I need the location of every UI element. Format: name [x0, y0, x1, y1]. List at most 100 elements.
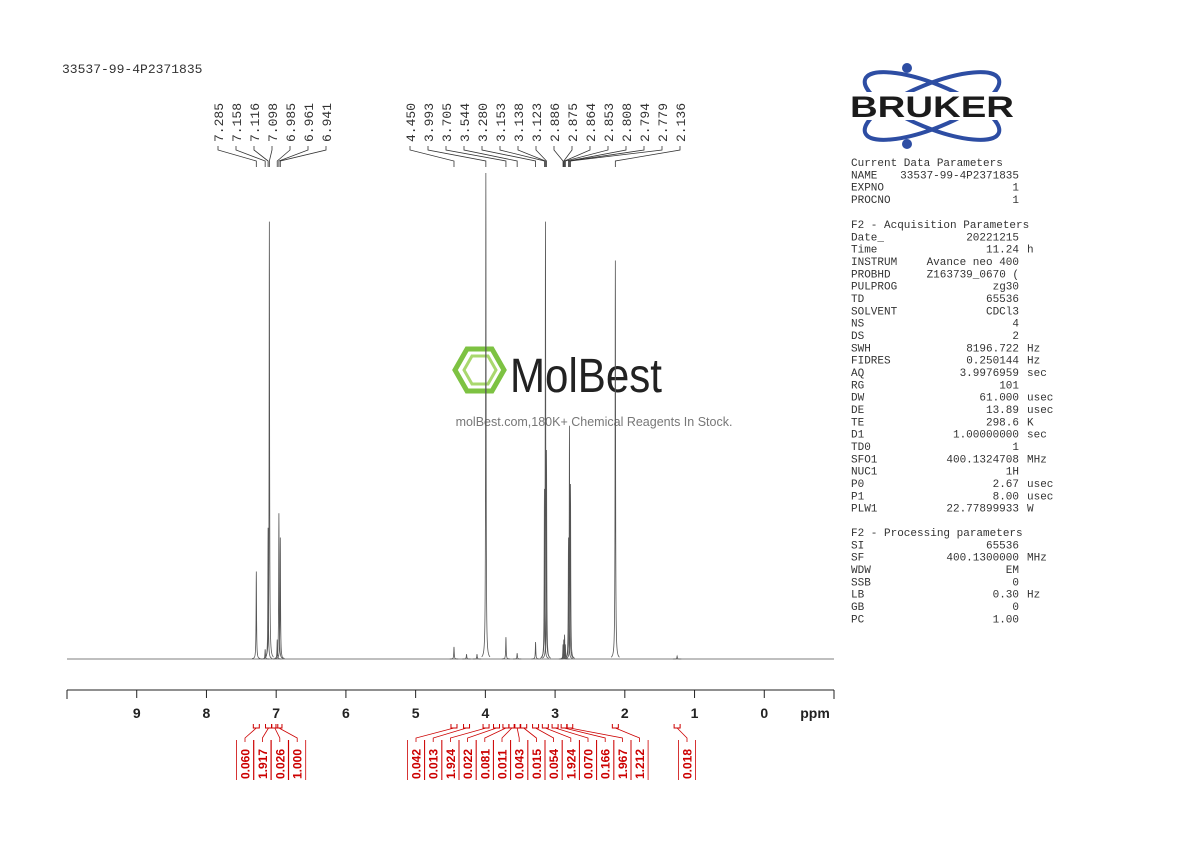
param-unit: usec [1027, 405, 1053, 417]
peak-label: 2.853 [602, 103, 617, 142]
param-name: DE [851, 405, 865, 417]
watermark-tagline: molBest.com,180K+ Chemical Reagents In S… [456, 415, 733, 429]
watermark: MolBest molBest.com,180K+ Chemical Reage… [452, 346, 733, 429]
param-value: 298.6 [986, 417, 1019, 429]
param-name: P0 [851, 479, 864, 491]
integral-leader [535, 727, 554, 742]
integral-leader [244, 727, 257, 742]
param-value: 4 [1012, 319, 1019, 331]
peak-label: 7.098 [266, 103, 281, 142]
peak-label-leader [253, 146, 269, 167]
peak-label: 3.153 [494, 103, 509, 142]
integral-label: 0.070 [582, 749, 596, 779]
param-value: 0 [1012, 577, 1019, 589]
param-value: Z163739_0670 ( [927, 269, 1019, 281]
peak-label: 2.886 [548, 103, 563, 142]
integral-label: 1.924 [444, 749, 458, 779]
peak-label-leader [427, 146, 487, 167]
param-name: EXPNO [851, 183, 884, 195]
param-unit: W [1027, 504, 1034, 516]
peak [276, 537, 285, 659]
bruker-logo: BRUKER [850, 63, 1015, 149]
peak-label: 3.705 [440, 103, 455, 142]
x-tick-label: 1 [691, 705, 699, 721]
peak-label: 7.285 [212, 103, 227, 142]
param-name: SWH [851, 343, 871, 355]
param-heading: F2 - Processing parameters [851, 528, 1023, 540]
param-unit: MHz [1027, 454, 1047, 466]
peak-label-leader [568, 146, 627, 167]
integral-leader [676, 727, 688, 742]
param-unit: Hz [1027, 343, 1040, 355]
param-name: TD0 [851, 442, 871, 454]
param-name: SSB [851, 577, 871, 589]
peak [264, 221, 274, 658]
param-unit: usec [1027, 479, 1053, 491]
logo-dot [902, 63, 912, 73]
param-value: CDCl3 [986, 306, 1019, 318]
param-heading: F2 - Acquisition Parameters [851, 220, 1029, 232]
peak [610, 260, 620, 658]
param-name: INSTRUM [851, 257, 897, 269]
peak [540, 488, 549, 659]
peak [542, 450, 551, 659]
param-value: 400.1324708 [946, 454, 1019, 466]
x-tick-label: 0 [760, 705, 768, 721]
param-name: GB [851, 602, 865, 614]
param-name: TE [851, 417, 865, 429]
peak-label: 2.875 [566, 103, 581, 142]
peak-label: 3.993 [422, 103, 437, 142]
param-value: 20221215 [966, 232, 1019, 244]
peak-label: 2.794 [638, 103, 653, 142]
param-name: PROBHD [851, 269, 891, 281]
integral-bracket [482, 724, 490, 729]
integral-label: 1.967 [616, 749, 630, 779]
integral-leader [523, 727, 537, 742]
peak [501, 637, 511, 660]
peak-label: 2.808 [620, 103, 635, 142]
integral-bracket [532, 724, 540, 729]
param-heading: Current Data Parameters [851, 158, 1003, 170]
param-name: SFO1 [851, 454, 878, 466]
param-name: NAME [851, 170, 878, 182]
peak-label: 2.136 [674, 103, 689, 142]
peak-label: 3.123 [530, 103, 545, 142]
peak-label-leader [463, 146, 518, 167]
watermark-icon [452, 346, 507, 394]
param-value: 101 [999, 380, 1019, 392]
peak [565, 425, 574, 659]
param-name: P1 [851, 491, 865, 503]
integral-leader [501, 727, 513, 742]
integral-label: 0.013 [427, 749, 441, 779]
integral-leader [467, 727, 497, 742]
param-unit: MHz [1027, 553, 1047, 565]
integral-bracket [611, 724, 619, 729]
logo-band [850, 92, 1015, 120]
peak-label-leader [499, 146, 545, 167]
integral-label: 0.015 [530, 749, 544, 779]
peak [263, 527, 273, 659]
param-value: Avance neo 400 [927, 257, 1019, 269]
param-name: D1 [851, 430, 865, 442]
sample-title: 33537-99-4P2371835 [62, 62, 202, 77]
peak-label-leader [409, 146, 455, 167]
param-value: 8.00 [993, 491, 1019, 503]
param-value: 33537-99-4P2371835 [900, 170, 1019, 182]
integral-label: 0.054 [547, 749, 561, 779]
param-value: 13.89 [986, 405, 1019, 417]
integral-leader [274, 727, 281, 742]
param-name: NS [851, 319, 865, 331]
peak-label: 3.544 [458, 103, 473, 142]
param-name: SI [851, 540, 864, 552]
integral-label: 1.917 [256, 749, 270, 779]
x-tick-label: 4 [481, 705, 489, 721]
integral-leader [262, 727, 269, 742]
integral-leader [615, 727, 640, 742]
param-name: WDW [851, 565, 871, 577]
integral-leader [415, 727, 455, 742]
param-name: Date_ [851, 232, 884, 244]
integral-label: 0.081 [478, 749, 492, 779]
param-value: 3.9976959 [960, 368, 1019, 380]
peak [531, 641, 540, 660]
param-value: EM [1006, 565, 1019, 577]
